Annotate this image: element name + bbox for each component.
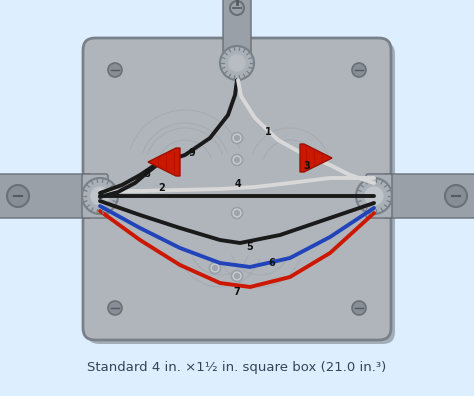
FancyBboxPatch shape (82, 174, 108, 218)
Circle shape (235, 274, 239, 278)
Text: 5: 5 (246, 242, 254, 252)
Text: 3: 3 (304, 161, 310, 171)
Circle shape (235, 211, 239, 215)
Circle shape (356, 178, 392, 214)
FancyBboxPatch shape (87, 42, 395, 344)
Circle shape (235, 135, 239, 141)
Circle shape (365, 187, 383, 205)
Text: 8: 8 (144, 169, 150, 179)
Circle shape (230, 1, 244, 15)
FancyBboxPatch shape (0, 174, 92, 218)
FancyBboxPatch shape (223, 0, 251, 54)
Circle shape (445, 185, 467, 207)
Circle shape (229, 55, 245, 71)
Text: 7: 7 (234, 287, 240, 297)
Circle shape (212, 265, 218, 270)
Circle shape (235, 158, 239, 162)
Polygon shape (148, 148, 180, 176)
Text: 2: 2 (159, 183, 165, 193)
Circle shape (7, 185, 29, 207)
Circle shape (352, 63, 366, 77)
Text: 9: 9 (189, 148, 195, 158)
FancyBboxPatch shape (366, 174, 392, 218)
Circle shape (82, 178, 118, 214)
FancyBboxPatch shape (83, 38, 391, 340)
Circle shape (108, 301, 122, 315)
Circle shape (231, 208, 243, 219)
Text: 4: 4 (235, 179, 241, 189)
Circle shape (220, 46, 254, 80)
FancyBboxPatch shape (382, 174, 474, 218)
Circle shape (210, 263, 220, 274)
Circle shape (91, 187, 109, 205)
Text: Standard 4 in. ×1½ in. square box (21.0 in.³): Standard 4 in. ×1½ in. square box (21.0 … (87, 362, 387, 375)
Circle shape (231, 270, 243, 282)
Text: 1: 1 (264, 127, 272, 137)
Polygon shape (300, 144, 332, 172)
Circle shape (108, 63, 122, 77)
Text: 6: 6 (269, 258, 275, 268)
Circle shape (352, 301, 366, 315)
Circle shape (231, 154, 243, 166)
Circle shape (231, 133, 243, 143)
